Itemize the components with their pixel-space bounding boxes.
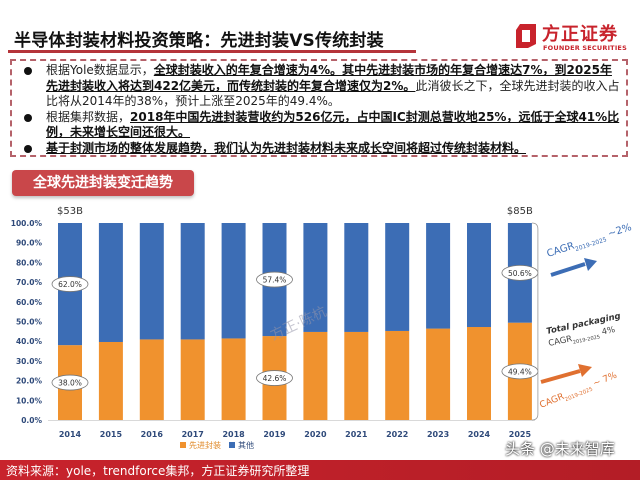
bar-other xyxy=(303,223,328,332)
data-label: 49.4% xyxy=(508,367,532,376)
bar-advanced-packaging xyxy=(180,339,205,420)
bullet-dot-icon xyxy=(24,67,32,75)
total-market-label: $53B xyxy=(57,206,83,217)
company-logo: 方正证券 FOUNDER SECURITIES xyxy=(514,20,634,60)
bullet-emphasis-text: 全球封装收入的年复合增速为4%。其中先进封装市场的年复合增速达7%，到2025年… xyxy=(46,63,612,93)
bar-other xyxy=(344,223,369,332)
stacked-bar-chart: 0.0% 10.0% 20.0% 30.0% 40.0% 50.0% 60.0% 70.0% 8… xyxy=(11,206,634,450)
footer-bar: 资料来源：yole，trendforce集邦，方正证券研究所整理 xyxy=(0,460,640,480)
y-tick-label: 0.0% xyxy=(21,416,42,425)
x-tick-label: 2021 xyxy=(345,430,368,439)
legend-label: 先进封装 xyxy=(189,440,221,450)
data-label: 57.4% xyxy=(263,276,287,285)
summary-bullets: 根据Yole数据显示，全球封装收入的年复合增速为4%。其中先进封装市场的年复合增… xyxy=(20,63,620,156)
data-label: 42.6% xyxy=(263,374,287,383)
x-tick-label: 2023 xyxy=(427,430,449,439)
data-label-bubble xyxy=(51,276,89,292)
arrowhead-advanced-icon xyxy=(578,364,592,377)
bar-other xyxy=(467,223,491,328)
bar-other xyxy=(180,223,205,340)
y-tick-label: 10.0% xyxy=(16,396,43,405)
logo-text-cn: 方正证券 xyxy=(542,24,618,45)
cagr-other-annotation: CAGR2019-2025 ~2% xyxy=(546,222,634,262)
y-tick-label: 70.0% xyxy=(16,278,43,287)
x-tick-label: 2015 xyxy=(100,430,123,439)
watermark: 头条 @未来智库 xyxy=(505,440,615,458)
bullet-dot-icon xyxy=(24,144,32,153)
data-label-bubble xyxy=(51,374,89,391)
bullet-item: 根据Yole数据显示，全球封装收入的年复合增速为4%。其中先进封装市场的年复合增… xyxy=(20,63,620,110)
bullet-text: 根据Yole数据显示， xyxy=(46,63,154,77)
y-tick-label: 50.0% xyxy=(16,318,43,327)
x-tick-label: 2022 xyxy=(386,430,408,439)
x-tick-label: 2024 xyxy=(468,430,491,439)
data-label: 62.0% xyxy=(58,280,82,289)
bar-other xyxy=(426,223,451,329)
bullet-text: 此消彼长之下，全球先进封装的收入占比将从2014年的38%，预计上涨至2025年… xyxy=(46,78,620,109)
x-tick-label: 2016 xyxy=(141,430,164,439)
x-tick-label: 2020 xyxy=(304,430,327,439)
bar-other xyxy=(98,223,123,342)
x-tick-label: 2025 xyxy=(509,430,532,439)
y-tick-label: 100.0% xyxy=(11,219,43,228)
x-tick-label: 2018 xyxy=(222,430,245,439)
data-label: 50.6% xyxy=(508,269,532,278)
legend-swatch xyxy=(229,442,235,448)
y-tick-label: 60.0% xyxy=(16,298,43,307)
summary-box: 根据Yole数据显示，全球封装收入的年复合增速为4%。其中先进封装市场的年复合增… xyxy=(10,59,628,157)
bar-advanced-packaging xyxy=(303,331,328,420)
bar-advanced-packaging xyxy=(385,330,410,420)
bar-advanced-packaging xyxy=(467,327,491,420)
y-tick-label: 30.0% xyxy=(16,357,43,366)
x-tick-label: 2014 xyxy=(59,430,82,439)
total-market-label: $85B xyxy=(507,206,533,217)
y-tick-label: 40.0% xyxy=(16,337,43,346)
bullet-text: 根据集邦数据， xyxy=(46,109,131,124)
bullet-dot-icon xyxy=(24,113,32,122)
y-tick-label: 80.0% xyxy=(16,258,43,267)
section-label: 全球先进封装变迁趋势 xyxy=(12,170,194,196)
data-label-bubble xyxy=(256,370,293,386)
data-label-bubble xyxy=(256,271,293,288)
page-title: 半导体封装材料投资策略：先进封装VS传统封装 xyxy=(14,31,384,51)
y-tick-label: 90.0% xyxy=(16,239,43,248)
bullet-item: 基于封测市场的整体发展趋势，我们认为先进封装材料未来成长空间将超过传统封装材料。 xyxy=(20,141,620,157)
bar-advanced-packaging xyxy=(139,339,164,420)
legend-swatch xyxy=(180,442,186,448)
bullet-emphasis-text: 基于封测市场的整体发展趋势，我们认为先进封装材料未来成长空间将超过传统封装材料。 xyxy=(46,140,527,155)
cagr-total-annotation: CAGR2019-2025 4% xyxy=(548,325,617,351)
data-label: 38.0% xyxy=(58,379,82,388)
title-divider xyxy=(8,50,416,53)
cagr-advanced-annotation: CAGR2019-2025 ~ 7% xyxy=(538,370,619,412)
bar-advanced-packaging xyxy=(344,331,369,420)
y-tick-label: 20.0% xyxy=(16,377,43,386)
bracket-line xyxy=(531,222,539,421)
logo-mark-icon xyxy=(516,24,536,48)
x-tick-label: 2019 xyxy=(263,430,286,439)
logo-text-en: FOUNDER SECURITIES xyxy=(543,44,627,52)
x-tick-label: 2017 xyxy=(182,430,204,439)
arrow-advanced-icon xyxy=(540,369,581,384)
arrowhead-other-icon xyxy=(584,258,597,271)
bar-other xyxy=(385,223,410,331)
bar-advanced-packaging xyxy=(426,328,451,420)
bullet-item: 根据集邦数据，2018年中国先进封装营收约为526亿元，占中国IC封测总营收地2… xyxy=(20,110,620,141)
bar-advanced-packaging xyxy=(98,341,123,420)
source-note: 资料来源：yole，trendforce集邦，方正证券研究所整理 xyxy=(6,464,310,478)
bullet-emphasis-text: 2018年中国先进封装营收约为526亿元，占中国IC封测总营收地25%，远低于全… xyxy=(46,109,620,140)
legend-label: 其他 xyxy=(238,440,254,450)
bar-other xyxy=(221,223,246,339)
bar-other xyxy=(139,223,164,340)
bar-advanced-packaging xyxy=(221,338,246,420)
arrow-other-icon xyxy=(550,262,586,277)
